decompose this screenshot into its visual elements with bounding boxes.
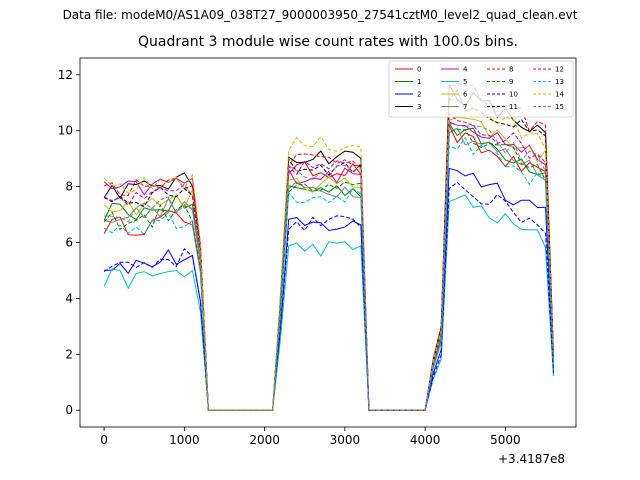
legend-label-5: 5 [463, 78, 467, 86]
series-line-9 [103, 129, 554, 411]
series-line-15 [104, 122, 554, 411]
series-line-12 [103, 112, 554, 411]
x-tick-label: 1000 [169, 433, 200, 447]
legend-label-11: 11 [509, 103, 518, 111]
legend-label-9: 9 [509, 78, 513, 86]
legend-label-2: 2 [417, 91, 421, 99]
y-tick-label: 10 [58, 124, 73, 138]
y-tick-label: 6 [65, 236, 73, 250]
legend-label-13: 13 [555, 78, 564, 86]
x-tick-label: 4000 [410, 433, 441, 447]
legend-label-4: 4 [463, 66, 468, 74]
x-offset-label: +3.4187e8 [498, 452, 566, 466]
series-line-11 [103, 88, 554, 411]
legend-box [388, 60, 574, 118]
y-tick-label: 0 [65, 403, 73, 417]
y-tick-label: 12 [58, 68, 73, 82]
series-line-2 [104, 167, 554, 411]
series-line-14 [103, 94, 554, 411]
legend-label-8: 8 [509, 66, 513, 74]
legend-label-7: 7 [463, 103, 467, 111]
series-line-13 [103, 136, 554, 411]
x-tick-label: 2000 [249, 433, 280, 447]
y-tick-label: 4 [65, 291, 73, 305]
series-line-1 [103, 122, 554, 411]
legend-label-10: 10 [509, 91, 518, 99]
series-line-3 [103, 82, 554, 411]
y-tick-label: 8 [65, 180, 73, 194]
series-line-8 [103, 82, 554, 411]
series-line-6 [103, 116, 554, 411]
series-line-5 [103, 194, 554, 411]
chart-title: Quadrant 3 module wise count rates with … [138, 34, 518, 50]
y-tick-label: 2 [65, 347, 73, 361]
legend-label-14: 14 [555, 91, 564, 99]
legend-label-12: 12 [555, 66, 564, 74]
x-tick-label: 0 [100, 433, 108, 447]
legend-label-15: 15 [555, 103, 564, 111]
x-tick-label: 3000 [330, 433, 361, 447]
legend-label-3: 3 [417, 103, 421, 111]
legend-label-1: 1 [417, 78, 421, 86]
series-line-7 [103, 127, 554, 411]
x-tick-label: 5000 [490, 433, 521, 447]
figure-suptitle: Data file: modeM0/AS1A09_038T27_90000039… [62, 8, 578, 22]
legend-label-0: 0 [417, 66, 421, 74]
series-line-4 [103, 121, 554, 411]
series-line-10 [103, 181, 554, 411]
legend-label-6: 6 [463, 91, 468, 99]
